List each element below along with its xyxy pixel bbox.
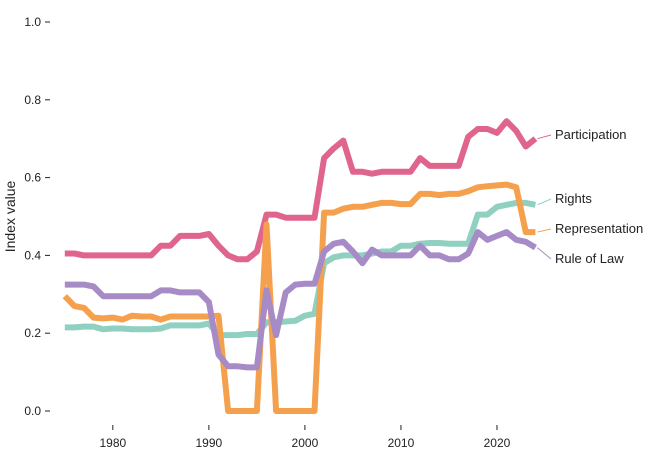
- series-line-participation: [64, 118, 538, 263]
- legend-leader-participation: [537, 134, 552, 140]
- legend-label-rights: Rights: [555, 191, 592, 206]
- y-tick-label: 0.4: [24, 248, 41, 262]
- x-tick-label: 1980: [99, 436, 126, 450]
- legend-leader-rights: [537, 198, 552, 206]
- y-axis-title: Index value: [2, 180, 18, 252]
- series-line-representation: [62, 181, 536, 414]
- series-line-rule-of-law: [64, 229, 537, 371]
- y-tick-label: 0.2: [24, 326, 41, 340]
- legend-label-participation: Participation: [555, 127, 627, 142]
- x-axis: 1980 1990 2000 2010 2020: [99, 425, 511, 450]
- y-tick-label: 1.0: [24, 15, 41, 29]
- legend-layer: Participation Rights Representation Rule of…: [537, 127, 643, 266]
- y-tick-label: 0.6: [24, 171, 41, 185]
- legend-label-rule-of-law: Rule of Law: [555, 251, 624, 266]
- series-line-rights: [64, 199, 536, 339]
- y-tick-label: 0.0: [24, 404, 41, 418]
- legend-label-representation: Representation: [555, 221, 643, 236]
- legend-leader-rule-of-law: [537, 247, 552, 260]
- x-tick-label: 1990: [196, 436, 223, 450]
- series-layer: [62, 118, 538, 414]
- x-tick-label: 2010: [388, 436, 415, 450]
- x-tick-label: 2000: [292, 436, 319, 450]
- legend-leader-representation: [537, 228, 552, 233]
- y-axis: 0.0 0.2 0.4 0.6 0.8 1.0: [24, 15, 50, 418]
- y-tick-label: 0.8: [24, 93, 41, 107]
- x-tick-label: 2020: [484, 436, 511, 450]
